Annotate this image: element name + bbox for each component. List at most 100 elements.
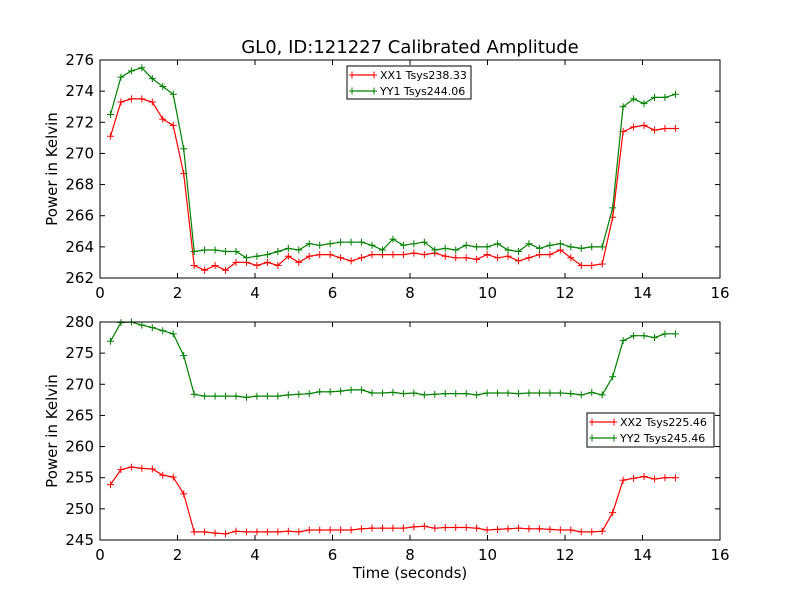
legend-marker <box>589 434 617 442</box>
data-point-marker <box>127 463 135 471</box>
data-point-marker <box>556 526 564 534</box>
data-point-marker <box>598 391 606 399</box>
x-tick-label: 14 <box>633 284 652 302</box>
data-point-marker <box>242 393 250 401</box>
data-point-marker <box>420 522 428 530</box>
data-point-marker <box>399 524 407 532</box>
data-point-marker <box>169 121 177 129</box>
data-point-marker <box>263 528 271 536</box>
y-tick-label: 265 <box>65 406 94 424</box>
data-point-marker <box>326 526 334 534</box>
data-point-marker <box>106 132 114 140</box>
data-point-marker <box>106 111 114 118</box>
y-tick-label: 262 <box>65 269 94 287</box>
data-point-marker <box>630 123 638 131</box>
data-point-marker <box>389 251 397 259</box>
data-point-marker <box>284 391 292 399</box>
y-axis-label: Power in Kelvin <box>43 374 61 488</box>
y-tick-label: 272 <box>65 113 94 131</box>
data-point-marker <box>556 246 564 254</box>
data-point-marker <box>399 251 407 259</box>
data-point-marker <box>588 528 596 536</box>
data-point-marker <box>640 121 648 129</box>
data-point-marker <box>222 392 230 400</box>
y-tick-label: 255 <box>65 469 94 487</box>
data-point-marker <box>305 252 313 260</box>
data-point-marker <box>483 243 491 251</box>
y-axis-label: Power in Kelvin <box>43 112 61 226</box>
data-point-marker <box>232 258 240 266</box>
x-tick-label: 12 <box>555 284 574 302</box>
data-point-marker <box>117 319 125 327</box>
data-point-marker <box>410 389 418 397</box>
data-point-marker <box>410 523 418 531</box>
data-point-marker <box>619 337 627 345</box>
legend-label: XX2 Tsys225.46 <box>620 416 707 429</box>
data-point-marker <box>609 373 617 381</box>
data-point-marker <box>274 392 282 400</box>
data-point-marker <box>274 262 282 270</box>
data-point-marker <box>651 93 659 101</box>
data-point-marker <box>117 73 125 81</box>
data-point-marker <box>640 332 648 340</box>
y-tick-label: 268 <box>65 176 94 194</box>
data-point-marker <box>389 235 397 243</box>
data-point-marker <box>347 526 355 534</box>
data-point-marker <box>441 252 449 260</box>
data-point-marker <box>483 389 491 397</box>
data-point-marker <box>671 125 679 133</box>
data-point-marker <box>525 254 533 262</box>
data-point-marker <box>253 262 261 270</box>
data-point-marker <box>494 389 502 397</box>
x-tick-label: 2 <box>173 546 183 564</box>
data-point-marker <box>201 246 209 254</box>
data-point-marker <box>295 390 303 398</box>
data-point-marker <box>190 248 198 256</box>
data-point-marker <box>159 327 167 335</box>
data-point-marker <box>190 390 198 398</box>
data-point-marker <box>284 244 292 252</box>
y-tick-label: 275 <box>65 344 94 362</box>
legend-label: XX1 Tsys238.33 <box>380 69 467 82</box>
data-point-marker <box>263 258 271 266</box>
top-panel: 0 2 4 6 8 10 12 14 16 262 264 266 268 270 272 274 276 Pow… <box>43 51 730 302</box>
x-tick-label: 16 <box>710 546 729 564</box>
y-tick-label: 270 <box>65 144 94 162</box>
legend-box <box>346 65 472 100</box>
data-point-marker <box>546 251 554 259</box>
chart-title: GL0, ID:121227 Calibrated Amplitude <box>241 37 579 58</box>
data-point-marker <box>630 332 638 340</box>
data-point-marker <box>598 260 606 268</box>
data-point-marker <box>305 390 313 398</box>
data-point-marker <box>420 391 428 399</box>
data-point-marker <box>504 389 512 397</box>
data-point-marker <box>609 509 617 517</box>
data-point-marker <box>661 125 669 133</box>
y-tick-label: 250 <box>65 500 94 518</box>
data-point-marker <box>441 390 449 398</box>
data-point-marker <box>242 254 250 262</box>
data-point-marker <box>651 126 659 134</box>
data-point-marker <box>556 389 564 397</box>
data-point-marker <box>358 238 366 246</box>
x-tick-label: 4 <box>250 284 260 302</box>
data-point-marker <box>201 266 209 274</box>
data-point-marker <box>535 251 543 259</box>
data-point-marker <box>494 254 502 262</box>
legend-marker <box>589 418 617 426</box>
data-point-marker <box>295 528 303 536</box>
data-point-marker <box>535 525 543 533</box>
x-tick-label: 8 <box>405 284 415 302</box>
legend-marker <box>349 71 377 79</box>
legend-label: YY2 Tsys245.46 <box>619 432 705 445</box>
x-tick-label: 0 <box>95 546 105 564</box>
data-point-marker <box>232 392 240 400</box>
data-point-marker <box>504 525 512 533</box>
data-point-marker <box>211 262 219 270</box>
data-point-marker <box>504 252 512 260</box>
data-point-marker <box>567 254 575 262</box>
data-point-marker <box>148 324 156 332</box>
data-point-marker <box>190 262 198 270</box>
data-point-marker <box>138 464 146 472</box>
